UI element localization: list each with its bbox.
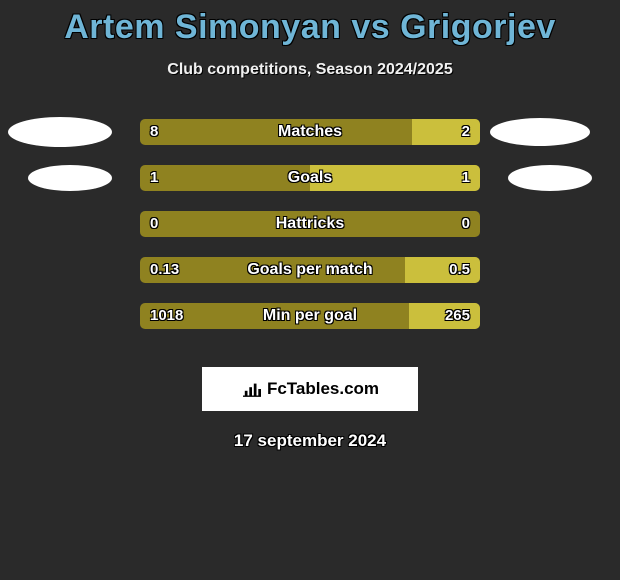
bar-track [140,303,480,329]
right-ellipse [508,165,592,191]
stat-right-value: 0 [462,211,470,237]
right-ellipse [490,118,590,146]
attribution-text: FcTables.com [267,379,379,399]
left-ellipse [8,117,112,147]
stat-row: 82Matches [0,119,620,165]
date-label: 17 september 2024 [0,431,620,451]
left-ellipse [28,165,112,191]
bar-track [140,165,480,191]
attribution-badge[interactable]: FcTables.com [202,367,418,411]
bar-track [140,257,480,283]
stat-left-value: 1018 [150,303,183,329]
bar-right-segment [310,165,480,191]
stat-right-value: 265 [445,303,470,329]
bar-chart-icon [241,380,263,398]
stat-rows: 82Matches11Goals00Hattricks0.130.5Goals … [0,119,620,349]
stat-left-value: 0 [150,211,158,237]
stat-left-value: 0.13 [150,257,179,283]
stat-left-value: 1 [150,165,158,191]
comparison-infographic: Artem Simonyan vs Grigorjev Club competi… [0,0,620,451]
stat-right-value: 1 [462,165,470,191]
page-title: Artem Simonyan vs Grigorjev [0,8,620,47]
stat-right-value: 2 [462,119,470,145]
bar-track [140,119,480,145]
stat-left-value: 8 [150,119,158,145]
page-subtitle: Club competitions, Season 2024/2025 [0,61,620,79]
stat-row: 1018265Min per goal [0,303,620,349]
stat-row: 00Hattricks [0,211,620,257]
stat-row: 0.130.5Goals per match [0,257,620,303]
bar-track [140,211,480,237]
stat-right-value: 0.5 [449,257,470,283]
stat-row: 11Goals [0,165,620,211]
